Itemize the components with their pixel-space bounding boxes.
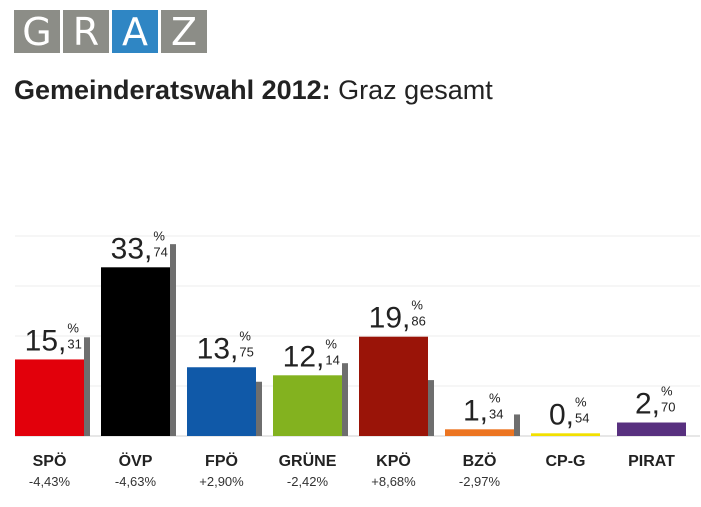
value-label-decimal: 31 — [67, 336, 81, 351]
value-label-percent: % — [575, 394, 587, 409]
logo-letter-tile: Z — [161, 10, 207, 54]
value-label-percent: % — [411, 298, 423, 313]
category-label: CP-G — [546, 453, 586, 470]
change-label: -2,97% — [459, 474, 501, 489]
value-label-integer: 19, — [369, 302, 411, 335]
bar-pirat — [617, 422, 686, 436]
category-label: SPÖ — [33, 451, 67, 470]
previous-result-bar — [170, 244, 176, 436]
bar-bzö — [445, 429, 514, 436]
value-label-integer: 0, — [549, 398, 574, 431]
logo-letter-tile: G — [14, 10, 60, 54]
category-label: ÖVP — [119, 451, 153, 470]
category-label: PIRAT — [628, 453, 675, 470]
value-label-percent: % — [239, 328, 251, 343]
value-label-decimal: 14 — [325, 352, 339, 367]
bar-spö — [15, 359, 84, 436]
change-label: +8,68% — [371, 474, 416, 489]
previous-result-bar — [342, 363, 348, 436]
change-label: +2,90% — [199, 474, 244, 489]
change-label: -2,42% — [287, 474, 329, 489]
value-label-integer: 13, — [197, 332, 239, 365]
value-label-percent: % — [325, 336, 337, 351]
value-label-integer: 12, — [283, 340, 325, 373]
category-label: FPÖ — [205, 451, 238, 470]
value-label-decimal: 86 — [411, 314, 425, 329]
change-label: -4,63% — [115, 474, 157, 489]
value-label-integer: 33, — [111, 232, 153, 265]
category-label: GRÜNE — [279, 451, 337, 470]
value-label-decimal: 70 — [661, 400, 675, 415]
bar-grüne — [273, 375, 342, 436]
value-label-decimal: 34 — [489, 406, 503, 421]
bar-cp-g — [531, 433, 600, 436]
chart-title-regular: Graz gesamt — [338, 75, 493, 105]
value-label-decimal: 75 — [239, 344, 253, 359]
previous-result-bar — [256, 381, 262, 436]
previous-result-bar — [84, 337, 90, 436]
category-label: KPÖ — [376, 451, 411, 470]
previous-result-bar — [514, 414, 520, 436]
value-label-integer: 1, — [463, 394, 488, 427]
previous-result-bar — [428, 380, 434, 436]
value-label-decimal: 74 — [153, 244, 167, 259]
chart-title: Gemeinderatswahl 2012: Graz gesamt — [14, 75, 493, 106]
logo-letter-tile: A — [112, 10, 158, 54]
value-label-percent: % — [489, 390, 501, 405]
chart-title-bold: Gemeinderatswahl 2012: — [14, 75, 331, 105]
value-label-decimal: 54 — [575, 410, 589, 425]
bar-övp — [101, 267, 170, 436]
change-label: -4,43% — [29, 474, 71, 489]
value-label-percent: % — [67, 320, 79, 335]
value-label-integer: 15, — [25, 324, 67, 357]
category-label: BZÖ — [463, 451, 497, 470]
value-label-percent: % — [153, 228, 165, 243]
value-label-percent: % — [661, 384, 673, 399]
bar-kpö — [359, 336, 428, 436]
value-label-integer: 2, — [635, 388, 660, 421]
bar-fpö — [187, 367, 256, 436]
logo-letter-tile: R — [63, 10, 109, 54]
